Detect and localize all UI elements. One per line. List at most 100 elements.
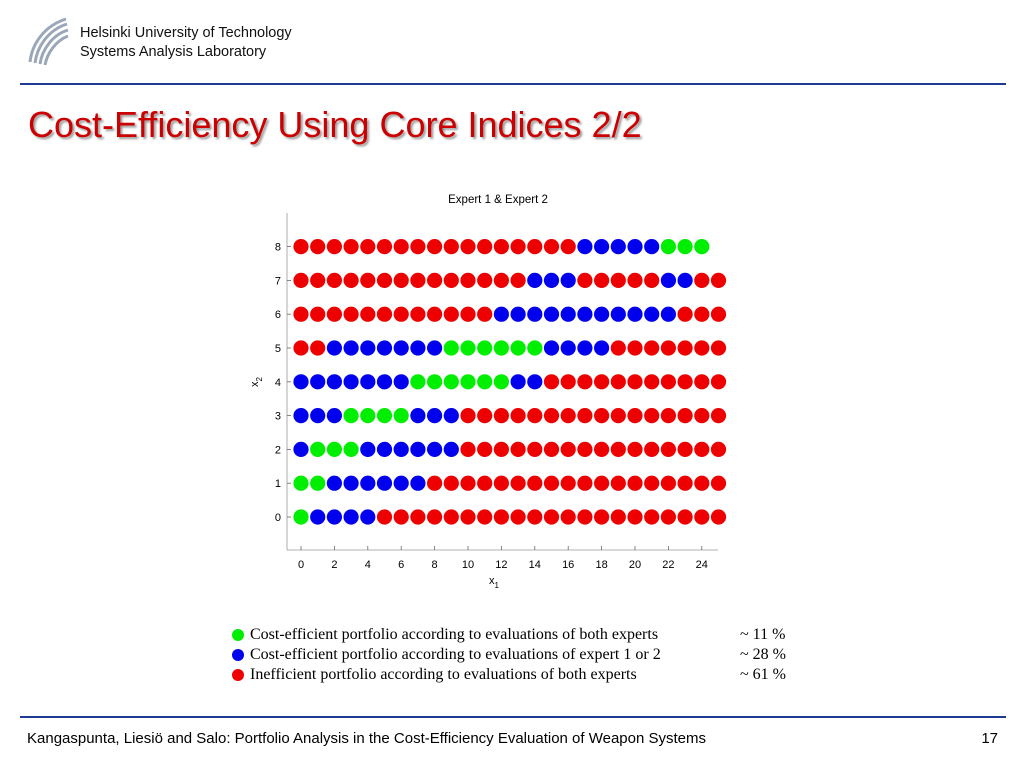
data-point — [443, 475, 459, 491]
data-point — [293, 340, 309, 356]
chart-title: Expert 1 & Expert 2 — [448, 194, 548, 206]
data-point — [660, 374, 676, 390]
data-point — [393, 509, 409, 525]
data-point — [293, 239, 309, 255]
data-point — [577, 340, 593, 356]
data-point — [460, 441, 476, 457]
data-point — [543, 306, 560, 322]
data-point — [493, 408, 509, 424]
data-point — [710, 475, 727, 491]
data-point — [410, 272, 426, 288]
data-point — [510, 441, 526, 457]
legend-text: Cost-efficient portfolio according to ev… — [250, 646, 661, 663]
data-point — [560, 475, 576, 491]
data-point — [310, 306, 326, 322]
data-point — [577, 408, 593, 424]
data-point — [677, 272, 693, 288]
data-point — [326, 441, 342, 457]
data-point — [293, 408, 309, 424]
data-point — [427, 441, 443, 457]
data-point — [393, 475, 409, 491]
data-point — [410, 340, 426, 356]
data-point — [694, 374, 710, 390]
x-tick-label: 0 — [298, 559, 304, 571]
data-point — [594, 306, 610, 322]
data-point — [710, 272, 727, 288]
data-point — [443, 239, 459, 255]
data-point — [543, 408, 560, 424]
data-point — [510, 475, 526, 491]
data-point — [510, 340, 526, 356]
x-tick-label: 12 — [495, 559, 507, 571]
data-point — [594, 239, 610, 255]
data-point — [710, 340, 727, 356]
data-point — [527, 239, 543, 255]
data-point — [660, 475, 676, 491]
data-point — [326, 272, 342, 288]
data-point — [443, 441, 459, 457]
data-point — [644, 408, 660, 424]
data-point — [710, 306, 727, 322]
data-point — [594, 475, 610, 491]
legend-percent: ~ 11 % — [740, 626, 786, 643]
data-point — [460, 272, 476, 288]
data-point — [410, 441, 426, 457]
data-point — [493, 475, 509, 491]
y-tick-label: 3 — [275, 411, 281, 423]
data-point — [594, 374, 610, 390]
data-point — [326, 408, 342, 424]
data-point — [427, 475, 443, 491]
data-point — [610, 306, 626, 322]
legend-text: Inefficient portfolio according to evalu… — [250, 666, 637, 683]
data-point — [310, 441, 326, 457]
data-point — [577, 509, 593, 525]
data-point — [493, 272, 509, 288]
data-point — [694, 239, 710, 255]
data-point — [376, 239, 393, 255]
legend-percent: ~ 28 % — [740, 646, 786, 663]
data-point — [326, 509, 342, 525]
data-point — [376, 509, 393, 525]
data-point — [310, 509, 326, 525]
data-point — [343, 408, 359, 424]
data-point — [627, 239, 643, 255]
data-point — [360, 509, 376, 525]
data-point — [694, 509, 710, 525]
data-point — [660, 509, 676, 525]
data-point — [660, 441, 676, 457]
x-tick-label: 16 — [562, 559, 574, 571]
data-point — [460, 475, 476, 491]
data-point — [460, 340, 476, 356]
data-point — [677, 441, 693, 457]
data-point — [460, 374, 476, 390]
data-point — [577, 374, 593, 390]
data-point — [510, 272, 526, 288]
data-point — [410, 408, 426, 424]
data-point — [477, 475, 493, 491]
data-point — [710, 509, 727, 525]
data-point — [443, 408, 459, 424]
data-point — [710, 408, 727, 424]
data-point — [543, 239, 560, 255]
data-point — [393, 408, 409, 424]
data-point — [310, 408, 326, 424]
data-point — [527, 272, 543, 288]
data-point — [627, 374, 643, 390]
data-point — [510, 374, 526, 390]
data-point — [427, 509, 443, 525]
data-point — [493, 340, 509, 356]
y-axis-label: x2 — [249, 376, 264, 387]
data-point — [610, 272, 626, 288]
data-point — [644, 340, 660, 356]
data-point — [694, 306, 710, 322]
legend-dot-icon — [232, 649, 244, 661]
data-point — [477, 272, 493, 288]
data-point — [493, 441, 509, 457]
y-tick-label: 8 — [275, 242, 281, 254]
data-point — [293, 374, 309, 390]
x-tick-label: 10 — [462, 559, 474, 571]
data-point — [460, 509, 476, 525]
data-point — [560, 340, 576, 356]
data-point — [360, 272, 376, 288]
legend-dot-icon — [232, 669, 244, 681]
